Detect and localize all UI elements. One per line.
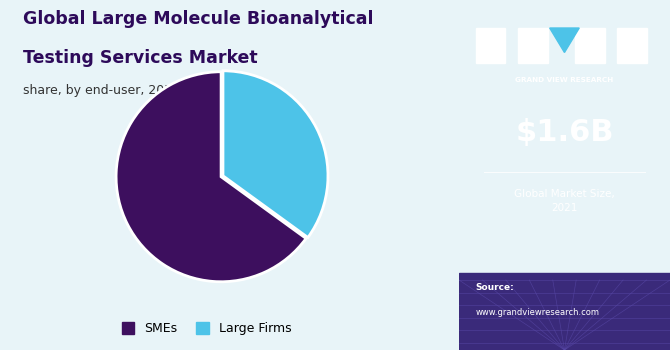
Text: share, by end-user, 2021 (%): share, by end-user, 2021 (%) xyxy=(23,84,206,97)
Text: www.grandviewresearch.com: www.grandviewresearch.com xyxy=(476,308,600,317)
Text: Global Large Molecule Bioanalytical: Global Large Molecule Bioanalytical xyxy=(23,10,373,28)
Text: Global Market Size,
2021: Global Market Size, 2021 xyxy=(514,189,615,213)
Bar xyxy=(518,28,547,63)
Text: $1.6B: $1.6B xyxy=(515,119,614,147)
Legend: SMEs, Large Firms: SMEs, Large Firms xyxy=(117,317,296,340)
Bar xyxy=(476,28,505,63)
Text: GRAND VIEW RESEARCH: GRAND VIEW RESEARCH xyxy=(515,77,614,83)
Wedge shape xyxy=(116,72,306,282)
Bar xyxy=(617,28,647,63)
Text: Testing Services Market: Testing Services Market xyxy=(23,49,257,67)
Wedge shape xyxy=(223,71,328,238)
Polygon shape xyxy=(549,28,580,52)
Text: Source:: Source: xyxy=(476,284,515,293)
Bar xyxy=(459,273,670,350)
Bar xyxy=(575,28,604,63)
